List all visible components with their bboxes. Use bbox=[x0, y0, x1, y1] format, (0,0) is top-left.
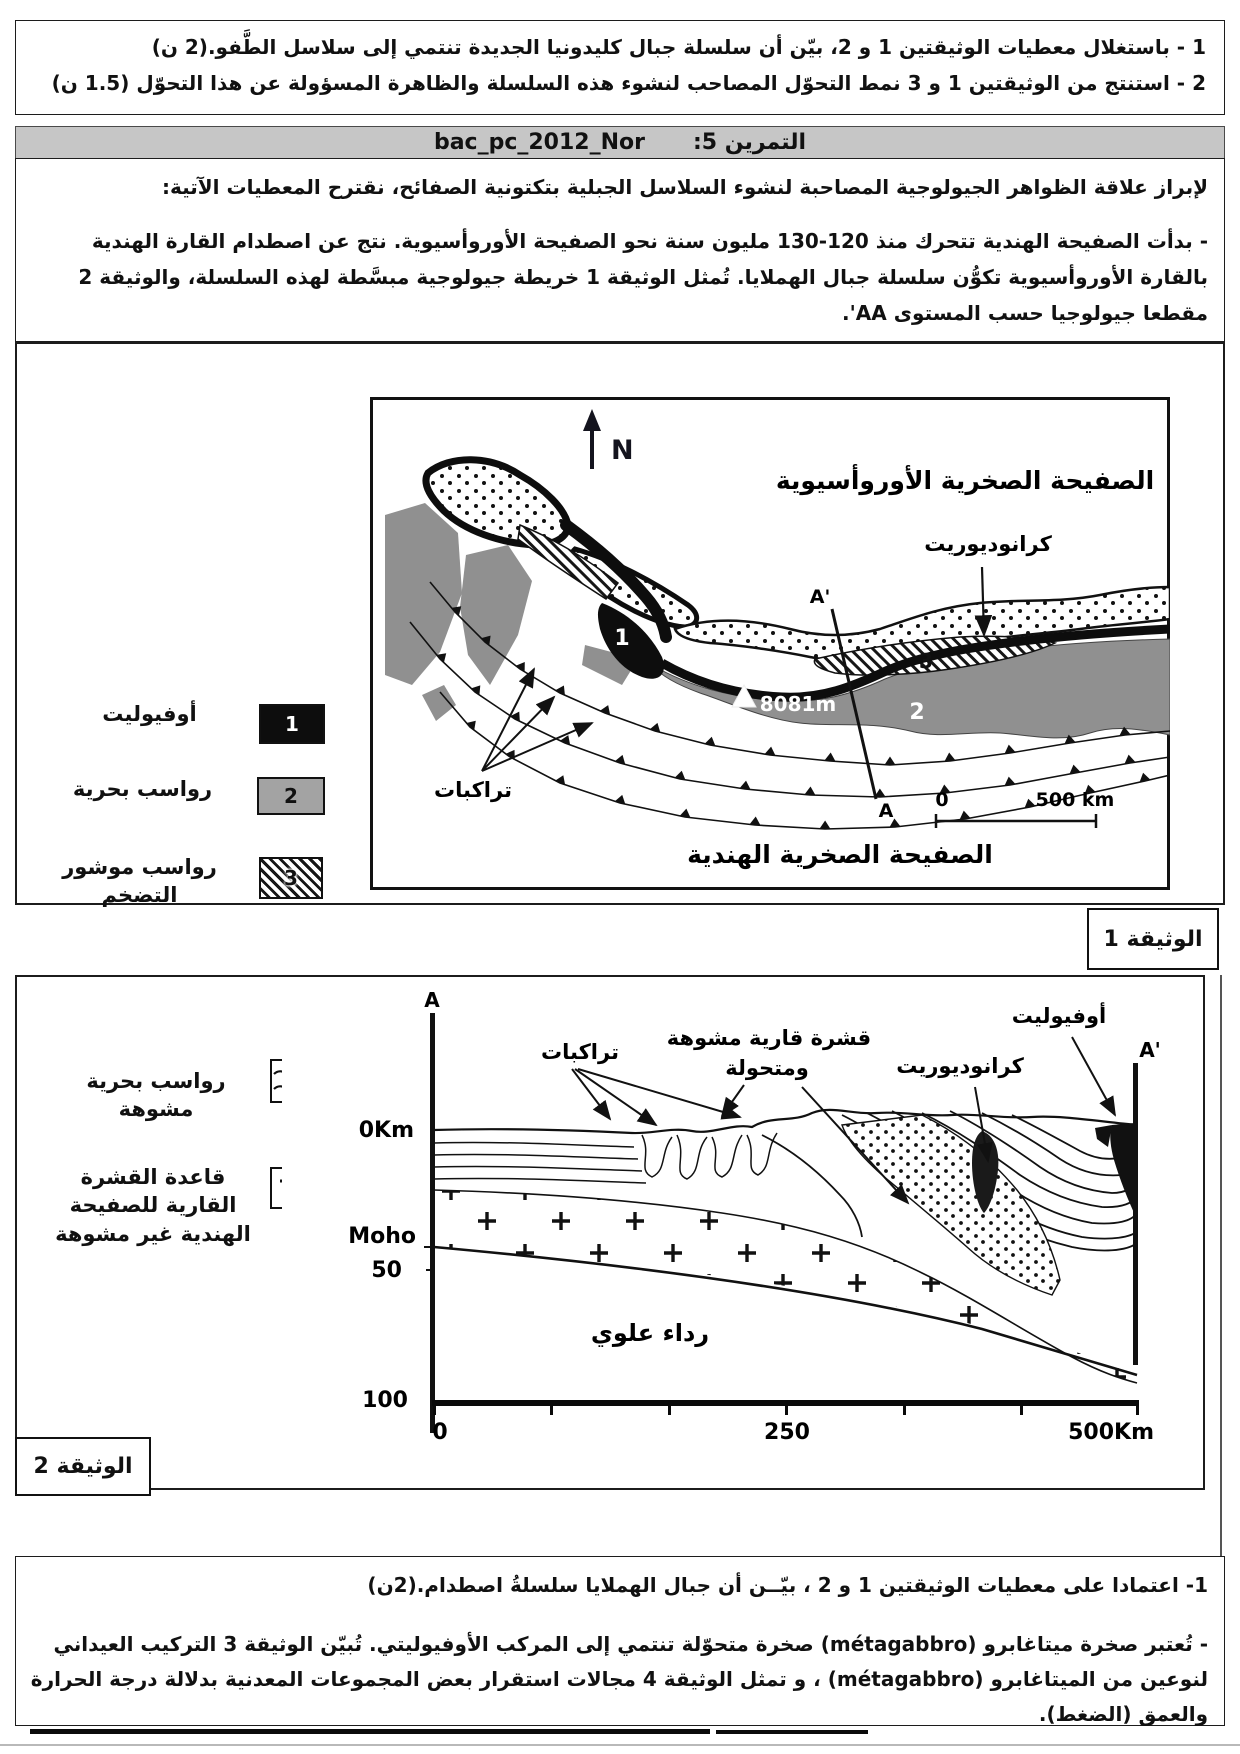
section-surface-line bbox=[433, 1108, 1138, 1135]
section-moho-line bbox=[433, 1245, 1138, 1377]
section-ophiolite-label: أوفيوليت bbox=[1012, 1001, 1106, 1028]
map-thrusts-label: تراكبات bbox=[434, 778, 512, 802]
legend-label-deformed-marine: رواسب بحرية مشوهة bbox=[86, 1069, 226, 1122]
document-1-caption-text: الوثيقة 1 bbox=[1103, 926, 1203, 952]
map-peak-label: 8081m bbox=[760, 692, 837, 716]
depth-50-label: 50 bbox=[371, 1258, 402, 1283]
legend-swatch-accretionary-prism: 3 bbox=[259, 857, 323, 899]
map-section-line bbox=[830, 608, 878, 800]
section-a-bar bbox=[430, 1013, 435, 1433]
depth-0km-label: 0Km bbox=[359, 1118, 414, 1143]
document-2-panel: رواسب بحرية مشوهة قاعدة القشرة القارية ل… bbox=[15, 975, 1205, 1490]
map-scale-zero: 0 bbox=[935, 789, 948, 811]
section-x-axis bbox=[432, 1400, 1139, 1406]
map-scale-500: 500 km bbox=[1036, 789, 1115, 811]
exercise-header-bar: التمرين 5: bac_pc_2012_Nor bbox=[15, 126, 1225, 159]
map-thrust-lines bbox=[409, 581, 1170, 830]
map-a-label: A bbox=[879, 800, 894, 822]
section-crust-label-line2: ومتحولة bbox=[725, 1056, 809, 1080]
legend-key-3: 3 bbox=[284, 866, 298, 890]
legend-label-crust-base: قاعدة القشرة القارية للصفيحة الهندية غير… bbox=[55, 1165, 251, 1246]
section-x-ticks bbox=[433, 1406, 1139, 1415]
geological-cross-section: A A' 0Km Moho 50 100 رداء علوي 0 250 500… bbox=[282, 985, 1162, 1455]
map-prism-sliver-west bbox=[517, 523, 620, 601]
section-ophiolite-arrow bbox=[1071, 1036, 1116, 1117]
x-250-label: 250 bbox=[764, 1420, 810, 1445]
section-granodiorite-label: كرانوديوريت bbox=[896, 1054, 1024, 1078]
map-indian-plate-label: الصفيحة الصخرية الهندية bbox=[687, 840, 993, 870]
document-1-caption: الوثيقة 1 bbox=[1087, 908, 1219, 970]
section-indian-crust-plus bbox=[434, 1190, 1137, 1383]
section-crust-label-line1: قشرة قارية مشوهة bbox=[667, 1026, 871, 1050]
map-north-label: N bbox=[611, 435, 634, 466]
document-2-caption: الوثيقة 2 bbox=[15, 1437, 151, 1496]
legend-label-marine-deposits: رواسب بحرية bbox=[72, 777, 213, 801]
section-a-prime-bar bbox=[1133, 1063, 1138, 1365]
depth-100-label: 100 bbox=[362, 1388, 408, 1413]
section-granodiorite-arrow bbox=[974, 1086, 993, 1163]
section-a-prime-label: A' bbox=[1139, 1038, 1161, 1062]
bottom-questions-box: 1- اعتمادا على معطيات الوثيقتين 1 و 2 ، … bbox=[15, 1556, 1225, 1726]
exam-code: bac_pc_2012_Nor bbox=[433, 130, 645, 155]
section-ophiolite-body bbox=[1095, 1123, 1135, 1215]
section-thrusts-label: تراكبات bbox=[541, 1040, 619, 1064]
mantle-label: رداء علوي bbox=[591, 1319, 709, 1347]
peak-triangle-icon bbox=[731, 683, 757, 708]
moho-label: Moho bbox=[348, 1224, 416, 1249]
legend-key-1: 1 bbox=[285, 712, 299, 736]
geological-map: A' A 0 500 km N الصفيحة الصخرية الأوروأس… bbox=[370, 397, 1170, 890]
map-zone-2: 2 bbox=[909, 700, 924, 725]
north-arrow-icon bbox=[583, 409, 601, 469]
question-2-top: 2 - استنتج من الوثيقتين 1 و 3 نمط التحوّ… bbox=[51, 71, 1206, 95]
legend-label-accretionary-prism: رواسب موشور التضخم bbox=[62, 855, 217, 908]
section-flat-layers bbox=[433, 1141, 647, 1184]
map-a-prime-label: A' bbox=[810, 586, 831, 608]
intro-box: لإبراز علاقة الظواهر الجيولوجية المصاحبة… bbox=[15, 158, 1225, 342]
section-a-label: A bbox=[424, 988, 440, 1012]
map-scale-bar bbox=[934, 814, 1098, 828]
exercise-label: التمرين 5: bbox=[692, 130, 807, 155]
intro-paragraph: - بدأت الصفيحة الهندية تتحرك منذ 120-130… bbox=[78, 229, 1208, 325]
x-500km-label: 500Km bbox=[1068, 1420, 1154, 1445]
intro-lead: لإبراز علاقة الظواهر الجيولوجية المصاحبة… bbox=[161, 175, 1208, 199]
legend-swatch-marine-deposits: 2 bbox=[257, 777, 325, 815]
document-2-caption-text: الوثيقة 2 bbox=[33, 1454, 133, 1479]
question-1-bottom: 1- اعتمادا على معطيات الوثيقتين 1 و 2 ، … bbox=[367, 1573, 1208, 1597]
legend-key-2: 2 bbox=[284, 784, 298, 808]
question-1-top: 1 - باستغلال معطيات الوثيقتين 1 و 2، بيّ… bbox=[151, 35, 1206, 59]
map-eurasian-plate-label: الصفيحة الصخرية الأوروأسيوية bbox=[776, 464, 1154, 496]
legend-label-ophiolite: أوفيوليت bbox=[102, 702, 197, 726]
footer-divider bbox=[0, 1744, 1240, 1746]
legend-swatch-ophiolite: 1 bbox=[259, 704, 325, 744]
section-thrusts-arrows bbox=[571, 1068, 742, 1127]
map-granodiorite-label: كرانوديوريت bbox=[924, 532, 1052, 556]
bottom-paragraph: - تُعتبر صخرة ميتاغابرو (métagabbro) صخر… bbox=[30, 1632, 1208, 1726]
map-zone-3: 3 bbox=[919, 649, 933, 673]
map-granodiorite-lens-nw bbox=[422, 456, 572, 549]
document-1-panel: أوفيوليت 1 رواسب بحرية 2 رواسب موشور الت… bbox=[15, 342, 1225, 907]
footer-rule-right bbox=[716, 1730, 868, 1734]
map-zone-1: 1 bbox=[614, 626, 629, 651]
outer-right-rule bbox=[1220, 975, 1222, 1556]
top-questions-box: 1 - باستغلال معطيات الوثيقتين 1 و 2، بيّ… bbox=[15, 20, 1225, 115]
section-crust-arrows bbox=[720, 1084, 910, 1205]
x-0-label: 0 bbox=[432, 1420, 447, 1445]
section-thrust-folds bbox=[641, 1132, 778, 1180]
map-thrusts-arrows bbox=[481, 667, 594, 772]
map-granodiorite-arrow bbox=[974, 566, 993, 638]
footer-rule-left bbox=[30, 1729, 710, 1734]
